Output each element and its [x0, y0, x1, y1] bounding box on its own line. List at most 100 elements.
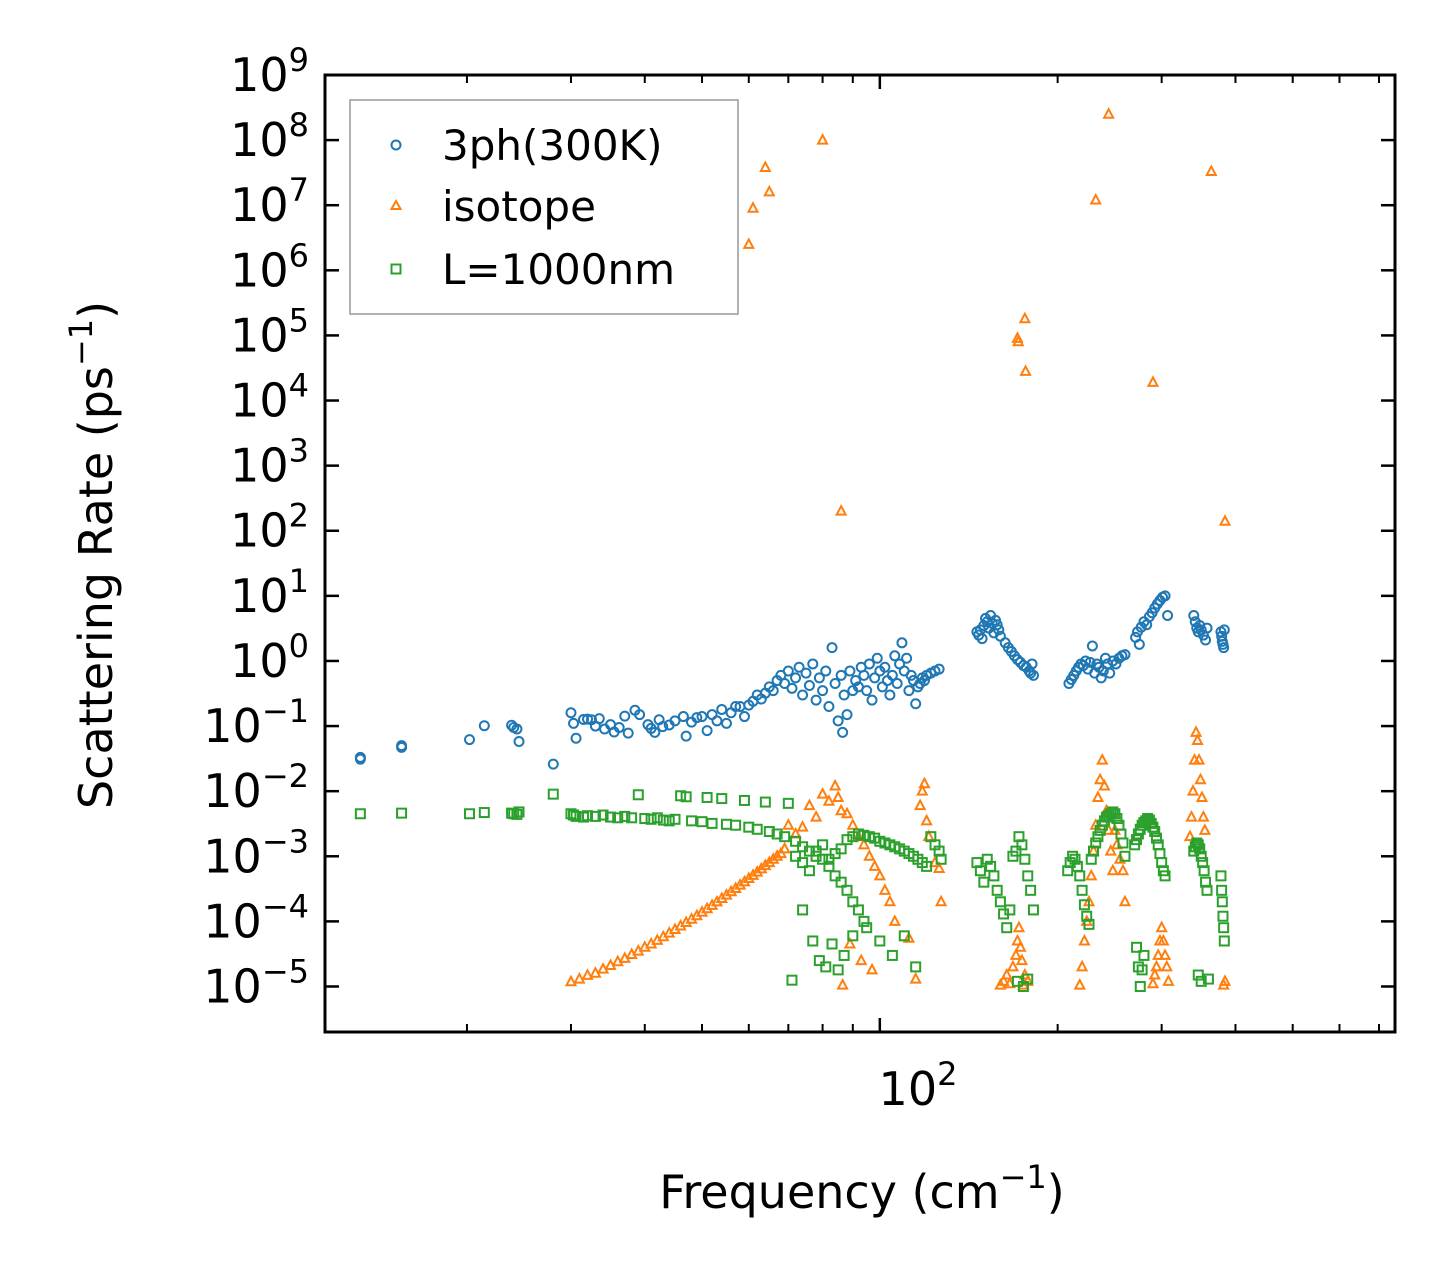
data-point-3ph	[716, 703, 728, 715]
data-point-isotope	[1093, 772, 1107, 785]
legend-marker-isotope	[389, 198, 403, 210]
data-point-boundary	[823, 860, 835, 872]
data-point-boundary	[1134, 980, 1146, 992]
data-point-isotope	[742, 871, 755, 884]
data-point-3ph	[1104, 667, 1116, 679]
y-tick-label: 103	[230, 432, 309, 493]
data-point-boundary	[738, 794, 750, 806]
data-point-isotope	[834, 504, 848, 516]
data-point-3ph	[790, 672, 802, 684]
y-tick-label-base: 10	[203, 764, 262, 818]
data-point-boundary	[1218, 935, 1230, 947]
data-point-3ph	[844, 665, 856, 677]
data-point-isotope	[564, 974, 578, 987]
y-tick-label-base: 10	[230, 178, 289, 232]
data-point-boundary	[626, 812, 638, 824]
series-circle	[354, 590, 1230, 770]
data-point-boundary	[790, 850, 802, 862]
data-point-isotope	[1183, 829, 1197, 842]
data-point-3ph	[829, 678, 841, 690]
data-point-isotope	[573, 971, 586, 984]
data-point-3ph	[649, 726, 661, 738]
legend-box	[349, 99, 739, 315]
data-point-boundary	[797, 857, 809, 869]
data-point-boundary	[1159, 870, 1171, 882]
data-point-isotope	[855, 953, 868, 966]
data-point-3ph	[817, 685, 829, 697]
data-point-3ph	[720, 717, 732, 729]
data-point-isotope	[1102, 107, 1115, 119]
data-point-isotope	[840, 806, 854, 819]
data-point-3ph	[396, 741, 408, 753]
data-point-boundary	[1201, 884, 1213, 896]
data-point-3ph	[696, 711, 708, 723]
data-point-isotope	[934, 894, 948, 907]
data-point-isotope	[1150, 959, 1163, 972]
data-point-isotope	[1009, 948, 1023, 960]
data-point-3ph	[634, 709, 646, 721]
data-point-boundary	[1150, 832, 1162, 844]
y-tick-label: 10−4	[203, 887, 309, 948]
data-point-boundary	[1119, 850, 1131, 862]
data-point-3ph	[910, 698, 922, 710]
data-point-boundary	[1016, 839, 1028, 851]
data-point-boundary	[898, 930, 910, 942]
data-point-3ph	[889, 650, 901, 662]
data-point-boundary	[1074, 870, 1086, 882]
y-tick-label: 10−1	[203, 692, 309, 753]
data-point-isotope	[918, 776, 931, 789]
data-point-3ph	[837, 726, 849, 738]
data-point-isotope	[1006, 959, 1020, 972]
data-point-boundary	[1149, 826, 1161, 838]
data-point-boundary	[1111, 813, 1123, 825]
data-point-3ph	[593, 713, 605, 725]
data-point-boundary	[730, 819, 742, 831]
y-tick-label-base: 10	[230, 374, 289, 428]
data-point-3ph	[582, 713, 594, 725]
legend-marker-3ph	[390, 139, 402, 151]
data-point-isotope	[1186, 784, 1200, 796]
data-point-isotope	[873, 868, 886, 881]
data-point-boundary	[1022, 870, 1034, 882]
data-point-isotope	[932, 861, 946, 873]
data-point-isotope	[857, 837, 871, 850]
data-point-boundary	[803, 865, 815, 877]
data-point-boundary	[988, 870, 1000, 882]
data-point-boundary	[921, 860, 933, 872]
data-point-boundary	[1195, 850, 1207, 862]
y-tick-label-exponent: 4	[289, 367, 309, 405]
data-point-boundary	[716, 793, 728, 805]
data-point-boundary	[841, 884, 853, 896]
y-tick-label-exponent: 3	[289, 432, 309, 470]
data-point-isotope	[816, 132, 829, 145]
data-point-3ph	[570, 732, 582, 744]
y-tick-label-exponent: 2	[289, 497, 309, 535]
data-point-isotope	[1185, 809, 1198, 822]
data-point-isotope	[1192, 752, 1206, 765]
legend-label-isotope: isotope	[442, 182, 596, 231]
y-tick-label-base: 10	[203, 959, 262, 1013]
data-point-3ph	[354, 753, 366, 765]
data-point-boundary	[910, 961, 922, 973]
data-point-boundary	[645, 813, 657, 825]
data-point-boundary	[1131, 941, 1143, 953]
data-point-boundary	[1216, 884, 1228, 896]
data-point-boundary	[464, 808, 476, 820]
data-point-isotope	[822, 794, 836, 806]
data-point-boundary	[810, 845, 822, 857]
data-point-isotope	[1197, 809, 1210, 822]
data-point-boundary	[663, 815, 675, 827]
data-point-boundary	[974, 865, 986, 877]
y-tick-label: 104	[230, 367, 309, 428]
y-tick-label: 102	[230, 497, 309, 558]
y-tick-label-base: 10	[203, 829, 262, 883]
data-point-isotope	[1015, 953, 1029, 966]
x-axis-title: Frequency (cm−1)	[659, 1158, 1064, 1219]
data-point-isotope	[1116, 863, 1130, 876]
data-point-boundary	[657, 814, 669, 826]
data-point-isotope	[878, 883, 892, 895]
data-point-boundary	[838, 949, 850, 961]
data-point-3ph	[622, 727, 634, 739]
data-point-3ph	[861, 685, 873, 697]
